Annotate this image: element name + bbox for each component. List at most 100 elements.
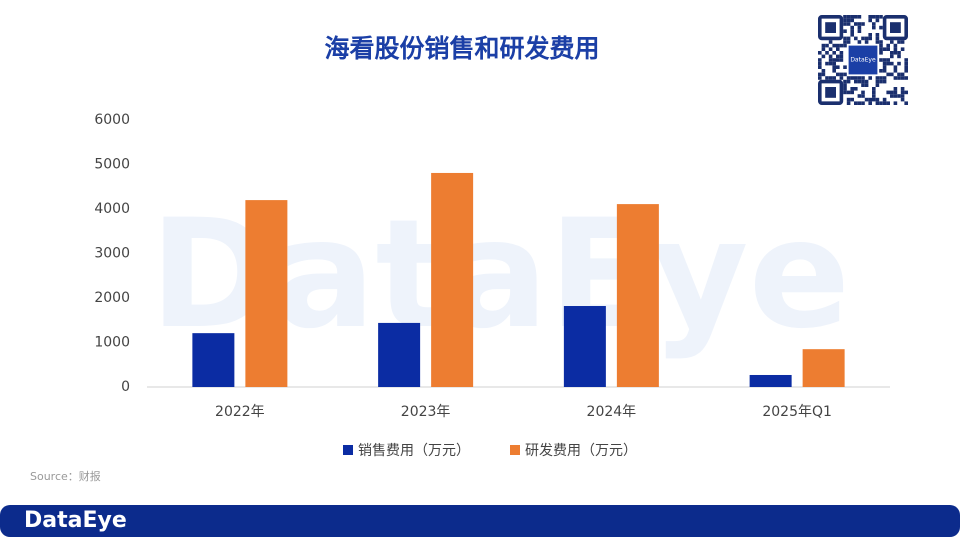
y-tick-label: 0 [121, 379, 130, 395]
qr-cell [872, 87, 876, 91]
qr-cell [854, 36, 858, 41]
qr-cell [897, 94, 901, 98]
qr-cell [875, 33, 880, 37]
qr-cell [897, 40, 901, 44]
qr-cell [828, 40, 833, 44]
qr-cell [818, 65, 822, 69]
qr-cell [846, 90, 851, 95]
qr-cell [850, 15, 854, 19]
qr-cell [839, 76, 844, 80]
qr-cell [843, 29, 847, 33]
qr-cell [846, 76, 851, 80]
qr-cell [843, 87, 847, 91]
qr-cell [872, 94, 876, 98]
qr-cell [893, 87, 898, 91]
qr-cell [886, 61, 890, 66]
qr-cell [893, 47, 898, 51]
qr-cell [821, 72, 826, 77]
qr-cell [843, 18, 847, 23]
qr-cell [890, 94, 894, 98]
y-tick-label: 2000 [94, 290, 130, 306]
qr-cell [857, 79, 862, 84]
qr-cell [836, 47, 840, 51]
qr-cell [861, 101, 865, 105]
qr-cell [879, 47, 883, 51]
qr-cell [857, 15, 862, 19]
qr-cell [839, 58, 844, 62]
qr-cell [893, 65, 898, 69]
qr-cell [850, 97, 854, 102]
qr-cell [843, 79, 847, 84]
qr-cell [904, 58, 908, 62]
qr-cell [861, 79, 865, 84]
qr-cell [850, 87, 854, 91]
x-tick-label: 2024年 [587, 404, 637, 420]
qr-cell [879, 58, 883, 62]
qr-cell [890, 61, 894, 66]
qr-cell [839, 43, 844, 48]
qr-cell [836, 65, 840, 69]
qr-cell [828, 76, 833, 80]
qr-cell [900, 72, 905, 77]
qr-cell [872, 15, 876, 19]
qr-cell [839, 72, 844, 77]
qr-cell [818, 76, 822, 80]
qr-cell [861, 90, 865, 95]
qr-cell [861, 83, 865, 87]
qr-cell [828, 54, 833, 59]
qr-cell [832, 76, 836, 80]
qr-cell [882, 47, 887, 51]
qr-cell [893, 90, 898, 95]
qr-cell [850, 33, 854, 37]
qr-cell [886, 58, 890, 62]
qr-cell [879, 51, 883, 55]
qr-cell [904, 90, 908, 95]
bar [563, 306, 606, 387]
qr-cell [875, 79, 880, 84]
qr-cell [893, 94, 898, 98]
qr-cell [893, 51, 898, 55]
y-tick-label: 6000 [94, 112, 130, 128]
qr-cell [843, 40, 847, 44]
qr-cell [886, 47, 890, 51]
qr-cell [818, 51, 822, 55]
qr-cell [857, 29, 862, 33]
qr-cell [857, 22, 862, 26]
y-tick-label: 3000 [94, 246, 130, 262]
qr-cell [879, 76, 883, 80]
qr-cell [846, 15, 851, 19]
qr-cell [879, 101, 883, 105]
qr-cell [832, 58, 836, 62]
legend-label: 研发费用（万元） [525, 443, 637, 459]
qr-cell [868, 97, 872, 102]
qr-cell [821, 54, 826, 59]
qr-cell [854, 22, 858, 26]
x-tick-label: 2025年Q1 [762, 404, 832, 420]
bar [802, 349, 845, 387]
qr-cell [882, 65, 887, 69]
chart-title: 海看股份销售和研发费用 [324, 34, 599, 63]
y-tick-label: 1000 [94, 335, 130, 351]
qr-cell [843, 90, 847, 95]
qr-cell [875, 18, 880, 23]
qr-cell [904, 65, 908, 69]
qr-cell [839, 51, 844, 55]
qr-finder [882, 14, 908, 41]
y-tick-label: 4000 [94, 201, 130, 217]
qr-cell [825, 51, 829, 55]
qr-cell [886, 101, 890, 105]
qr-cell [843, 83, 847, 87]
qr-cell [843, 43, 847, 48]
qr-cell [818, 61, 822, 66]
qr-cell [836, 43, 840, 48]
qr-cell [900, 87, 905, 91]
qr-cell [846, 101, 851, 105]
qr-cell [846, 22, 851, 26]
qr-cell [843, 36, 847, 41]
legend-swatch [510, 445, 520, 455]
qr-cell [893, 76, 898, 80]
qr-cell [850, 90, 854, 95]
qr-cell [854, 79, 858, 84]
qr-cell [868, 15, 872, 19]
